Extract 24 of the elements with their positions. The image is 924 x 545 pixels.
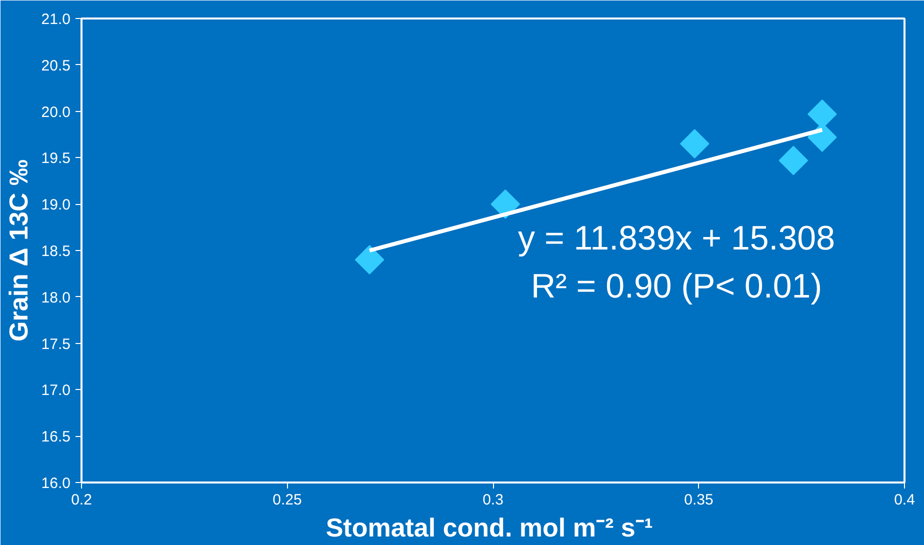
y-tick-label: 17.5 <box>41 336 71 353</box>
y-tick-label: 17.0 <box>41 382 71 400</box>
y-tick-label: 19.0 <box>41 196 71 214</box>
x-tick-label: 0.25 <box>272 492 302 508</box>
point <box>778 146 808 176</box>
x-tick-label: 0.2 <box>71 492 92 508</box>
y-tick-label: 20.0 <box>41 104 71 121</box>
x-tick-label: 0.4 <box>894 492 915 508</box>
point <box>490 189 520 219</box>
y-tick-label: 18.0 <box>41 289 71 306</box>
annotation: y = 11.839x + 15.308 <box>518 220 835 258</box>
point <box>680 129 710 158</box>
y-tick-label: 16.5 <box>41 428 71 446</box>
y-tick-label: 18.5 <box>41 243 71 260</box>
y-tick-label: 21.0 <box>41 11 71 28</box>
x-tick-label: 0.35 <box>684 492 714 508</box>
point <box>354 245 384 274</box>
y-tick-label: 20.5 <box>41 57 71 74</box>
y-tick-label: 16.0 <box>41 475 71 492</box>
y-axis-title: Grain Δ 13C ‰ <box>3 160 34 342</box>
x-axis-title: Stomatal cond. mol m⁻² s⁻¹ <box>326 512 653 542</box>
x-tick-label: 0.3 <box>482 492 504 508</box>
y-tick-label: 19.5 <box>41 150 71 168</box>
annotation: R² = 0.90 (P< 0.01) <box>530 268 822 306</box>
